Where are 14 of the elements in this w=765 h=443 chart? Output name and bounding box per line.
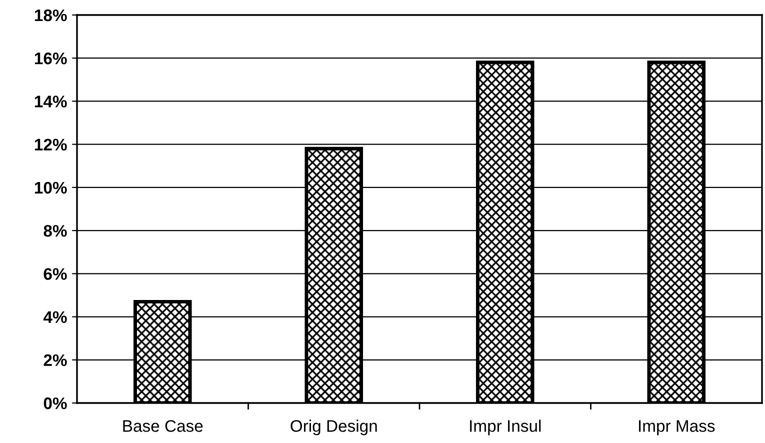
y-tick-label: 10%: [34, 182, 67, 194]
y-tick-label: 12%: [34, 138, 67, 151]
y-tick-label: 2%: [44, 354, 67, 366]
y-tick-label: 4%: [43, 311, 67, 323]
y-tick-label: 16%: [34, 52, 67, 64]
x-tick-label: Impr Insul: [470, 420, 541, 436]
x-tick-label: Impr Mass: [639, 420, 715, 436]
y-tick-label: 6%: [44, 268, 67, 280]
y-tick-label: 8%: [44, 224, 67, 237]
x-tick-label: Orig Design: [290, 420, 377, 436]
y-tick-label: 0%: [44, 397, 67, 410]
x-tick-label: Base Case: [123, 420, 203, 432]
y-tick-label: 18%: [34, 9, 67, 22]
y-tick-label: 14%: [34, 96, 67, 108]
